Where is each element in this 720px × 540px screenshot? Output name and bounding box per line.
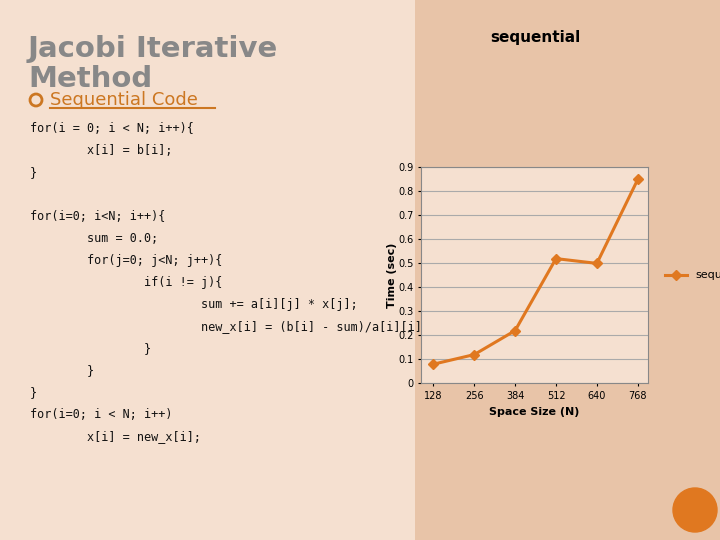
sequential	[552, 255, 560, 262]
Text: sum = 0.0;: sum = 0.0;	[30, 232, 158, 245]
Text: Method: Method	[28, 65, 152, 93]
Text: for(i=0; i<N; i++){: for(i=0; i<N; i++){	[30, 210, 166, 223]
Y-axis label: Time (sec): Time (sec)	[387, 242, 397, 308]
Text: Jacobi Iterative: Jacobi Iterative	[28, 35, 278, 63]
X-axis label: Space Size (N): Space Size (N)	[490, 407, 580, 416]
Text: for(j=0; j<N; j++){: for(j=0; j<N; j++){	[30, 254, 222, 267]
Text: Sequential Code: Sequential Code	[50, 91, 198, 109]
sequential	[634, 176, 642, 183]
sequential	[429, 361, 438, 367]
Text: }: }	[30, 166, 37, 179]
Legend: sequential: sequential	[660, 266, 720, 285]
Text: }: }	[30, 364, 94, 377]
Text: sequential: sequential	[490, 30, 580, 45]
Text: for(i=0; i < N; i++): for(i=0; i < N; i++)	[30, 408, 173, 421]
Circle shape	[673, 488, 717, 532]
Text: x[i] = b[i];: x[i] = b[i];	[30, 144, 173, 157]
sequential	[510, 327, 519, 334]
Text: }: }	[30, 342, 151, 355]
Text: for(i = 0; i < N; i++){: for(i = 0; i < N; i++){	[30, 122, 194, 135]
sequential	[593, 260, 601, 267]
Text: sum += a[i][j] * x[j];: sum += a[i][j] * x[j];	[30, 298, 358, 311]
Text: new_x[i] = (b[i] - sum)/a[i][i];: new_x[i] = (b[i] - sum)/a[i][i];	[30, 320, 429, 333]
Line: sequential: sequential	[430, 176, 642, 368]
sequential	[470, 352, 479, 358]
Text: x[i] = new_x[i];: x[i] = new_x[i];	[30, 430, 201, 443]
Text: }: }	[30, 386, 37, 399]
Text: if(i != j){: if(i != j){	[30, 276, 222, 289]
FancyBboxPatch shape	[415, 0, 720, 540]
